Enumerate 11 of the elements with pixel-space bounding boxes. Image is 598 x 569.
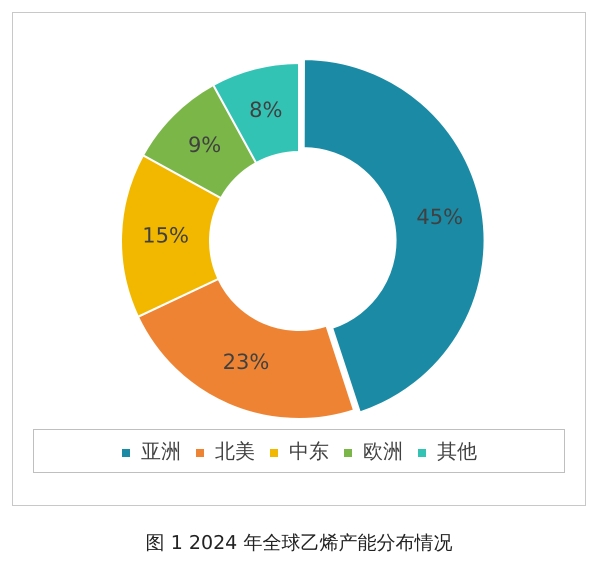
legend-label: 亚洲 <box>141 439 181 464</box>
data-label: 45% <box>416 205 464 230</box>
legend-label: 北美 <box>215 439 255 464</box>
data-label: 9% <box>188 133 222 158</box>
legend-label: 欧洲 <box>363 439 403 464</box>
data-label: 15% <box>142 223 189 248</box>
legend-label: 其他 <box>437 439 477 464</box>
text: 图 1 2024 年全球乙烯产能分布情况 <box>144 531 454 556</box>
data-label: 8% <box>249 98 282 122</box>
data-label: 23% <box>222 350 270 374</box>
legend-label: 中东 <box>289 439 329 464</box>
